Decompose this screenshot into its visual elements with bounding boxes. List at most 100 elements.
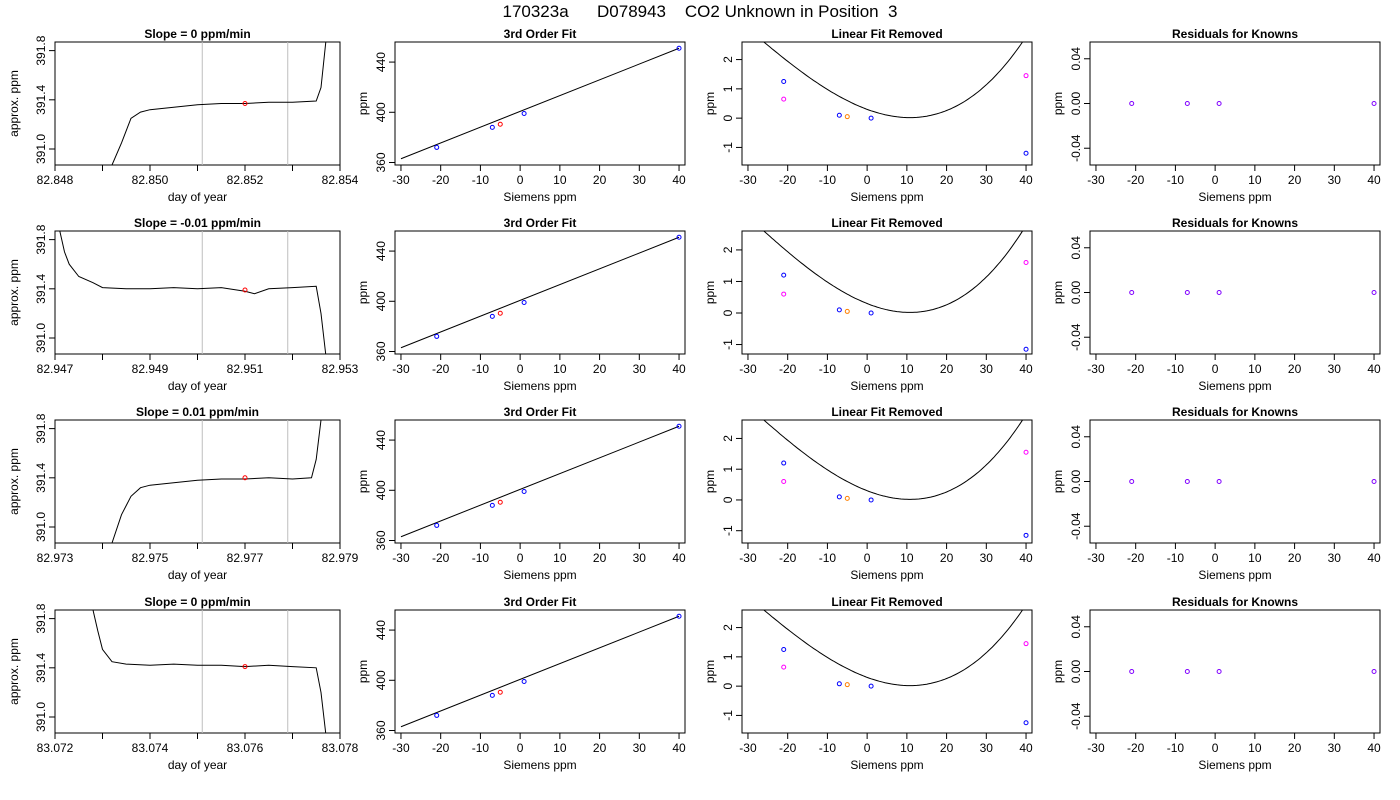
plot-data [1129,290,1377,295]
x-tick-label: 83.076 [227,741,264,755]
x-tick-label: -10 [819,551,837,565]
x-tick-label: 10 [553,741,567,755]
y-tick-label: 391.8 [34,35,48,65]
known-point [489,313,495,319]
fit-line [400,47,680,160]
panel-r1-c3: Linear Fit Removed-30 -20 -10 0 10 20 30 40-101… [703,27,1033,204]
x-tick-label: 30 [633,551,647,565]
series-line [92,610,327,733]
panel-title: Linear Fit Removed [831,595,942,609]
y-tick-label: 391.8 [34,413,48,443]
panel-title: Linear Fit Removed [831,27,942,41]
residual-point [1129,290,1135,295]
x-tick-label: 82.979 [322,551,359,565]
residual-curve [763,231,1024,313]
x-tick-label: -30 [1087,362,1105,376]
figure-title: 170323a D078943 CO2 Unknown in Position … [502,2,898,21]
known-point [676,45,682,51]
alt-point [781,664,787,670]
x-tick-label: 30 [980,173,994,187]
known-point [868,310,874,316]
plot-data [400,234,682,349]
residual-point [1184,290,1190,295]
y-tick-label: -0.04 [1069,702,1083,730]
x-tick-label: -10 [472,551,490,565]
y-tick-label: 1 [721,278,735,285]
unknown-point [844,682,850,688]
y-tick-label: 2 [721,246,735,253]
x-tick-label: -20 [779,362,797,376]
panel-r3-c4: Residuals for Knowns -30 -20 -10 0 10 20 30 40 -0… [1051,405,1381,582]
y-tick-label: 0.00 [1069,469,1083,493]
plot-data [1129,479,1377,484]
y-tick-label: -0.04 [1069,512,1083,540]
residual-point [1371,290,1377,295]
x-tick-label: 20 [940,362,954,376]
y-axis-label: approx. ppm [7,638,21,705]
y-axis-label: ppm [703,660,717,683]
panel-r3-c2: 3rd Order Fit -30 -20 -10 0 10 20 30 40 360 400 440… [356,405,686,582]
y-tick-label: 1 [721,653,735,660]
plot-data [400,45,682,160]
plot-frame [394,419,686,544]
known-point [489,692,495,698]
x-tick-label: 0 [517,362,524,376]
panel-title: 3rd Order Fit [504,405,577,419]
known-point [868,683,874,689]
x-axis-label: Siemens ppm [503,758,576,772]
x-axis-label: Siemens ppm [1198,379,1271,393]
known-point [836,494,842,500]
x-tick-label: 82.947 [37,362,74,376]
x-axis-label: day of year [168,190,227,204]
y-tick-label: 0.04 [1069,236,1083,260]
x-tick-label: 20 [1288,741,1302,755]
x-tick-label: 20 [1288,362,1302,376]
alt-point [1023,449,1029,455]
x-tick-label: 82.854 [322,173,359,187]
alt-point [781,96,787,102]
x-tick-label: -20 [432,551,450,565]
y-tick-label: 1 [721,85,735,92]
x-tick-label: -20 [1127,173,1145,187]
residual-curve [763,420,1024,500]
known-point [1023,720,1029,726]
x-tick-label: -30 [739,551,757,565]
plot-data [763,420,1029,538]
known-point [521,679,527,685]
x-tick-label: 20 [1288,551,1302,565]
x-tick-label: -10 [819,362,837,376]
x-tick-label: 83.074 [132,741,169,755]
x-tick-label: 82.852 [227,173,264,187]
x-tick-label: 82.975 [132,551,169,565]
plot-frame [741,419,1033,544]
plot-data [763,610,1029,726]
residual-point [1216,101,1222,106]
panel-title: Linear Fit Removed [831,405,942,419]
y-axis-label: ppm [703,470,717,493]
y-axis-label: approx. ppm [7,259,21,326]
series-line [111,420,322,543]
known-point [489,124,495,130]
plot-frame [54,419,341,544]
panel-r2-c1: Slope = -0.01 ppm/min 82.947 82.949 82.951 8… [7,216,359,393]
y-tick-label: 0.04 [1069,425,1083,449]
panel-r1-c1: Slope = 0 ppm/min 82.848 82.850 82.852 82.85… [7,27,359,204]
plot-data [400,423,682,538]
y-tick-label: 0.00 [1069,280,1083,304]
x-tick-label: -10 [819,173,837,187]
panel-r1-c4: Residuals for Knowns -30 -20 -10 0 10 20 30 40 -0… [1051,27,1381,204]
y-tick-label: 391.4 [34,462,48,492]
x-axis-label: day of year [168,379,227,393]
x-tick-label: 30 [1328,741,1342,755]
y-tick-label: -1 [721,525,735,536]
y-tick-label: 2 [721,624,735,631]
x-tick-label: 10 [900,741,914,755]
x-tick-label: 10 [900,173,914,187]
x-axis-label: Siemens ppm [850,190,923,204]
plot-frame [741,41,1033,166]
x-axis-label: Siemens ppm [850,758,923,772]
x-tick-label: -30 [739,362,757,376]
panel-r2-c3: Linear Fit Removed-30 -20 -10 0 10 20 30 40-101… [703,216,1033,393]
x-tick-label: 40 [672,362,686,376]
